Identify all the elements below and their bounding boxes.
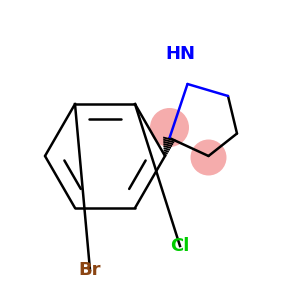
Text: Br: Br [79,261,101,279]
Text: HN: HN [165,45,195,63]
Circle shape [190,140,226,175]
Text: Cl: Cl [170,237,190,255]
Circle shape [150,108,189,147]
